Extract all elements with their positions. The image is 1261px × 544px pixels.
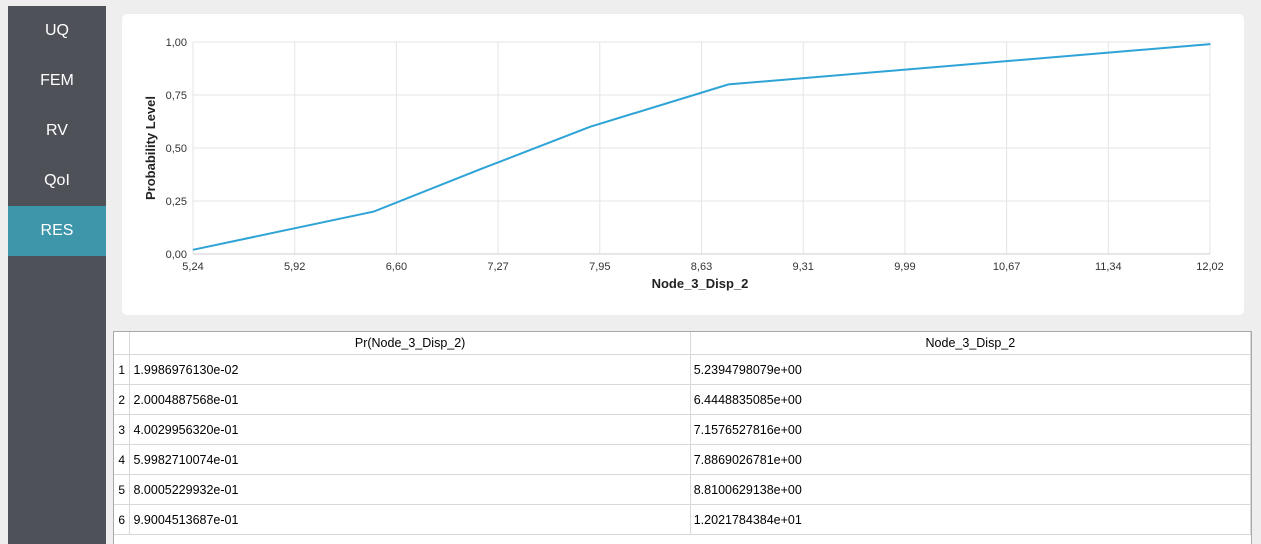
x-tick-labels: 5,24 5,92 6,60 7,27 7,95 8,63 9,31 9,99 10,67 11,…	[182, 261, 1223, 273]
table-row[interactable]: 1 1.9986976130e-02 5.2394798079e+00	[114, 354, 1251, 385]
table-row[interactable]: 2 2.0004887568e-01 6.4448835085e+00	[114, 384, 1251, 415]
sidebar-item-qoi[interactable]: QoI	[44, 172, 70, 189]
sidebar: UQ FEM RV QoI RES	[8, 6, 106, 544]
table-cell-displacement[interactable]: 8.8100629138e+00	[690, 474, 1251, 505]
sidebar-item-rv[interactable]: RV	[46, 122, 68, 139]
chart-panel: 0,00 0,25 0,50 0,75 1,00 5,24 5,92 6,60 7,27 7,9…	[122, 14, 1244, 315]
sidebar-item-uq[interactable]: UQ	[45, 22, 69, 39]
x-tick-label: 9,99	[894, 261, 915, 273]
table-cell-displacement[interactable]: 1.2021784384e+01	[690, 504, 1251, 535]
column-header-displacement[interactable]: Node_3_Disp_2	[690, 332, 1251, 355]
y-tick-label: 0,50	[166, 143, 187, 155]
row-number[interactable]: 4	[114, 444, 131, 475]
table-row[interactable]: 6 9.9004513687e-01 1.2021784384e+01	[114, 504, 1251, 535]
y-tick-label: 0,75	[166, 90, 187, 102]
table-row[interactable]: 3 4.0029956320e-01 7.1576527816e+00	[114, 414, 1251, 445]
x-tick-label: 11,34	[1095, 261, 1122, 273]
x-tick-label: 8,63	[691, 261, 712, 273]
table-cell-displacement[interactable]: 7.8869026781e+00	[690, 444, 1251, 475]
column-header-probability[interactable]: Pr(Node_3_Disp_2)	[129, 332, 691, 355]
table-row[interactable]: 5 8.0005229932e-01 8.8100629138e+00	[114, 474, 1251, 505]
table-cell-probability[interactable]: 5.9982710074e-01	[129, 444, 691, 475]
x-tick-label: 5,24	[182, 261, 203, 273]
table-cell-probability[interactable]: 8.0005229932e-01	[129, 474, 691, 505]
sidebar-item-fem[interactable]: FEM	[40, 72, 74, 89]
table-cell-probability[interactable]: 1.9986976130e-02	[129, 354, 691, 385]
y-tick-label: 0,00	[166, 249, 187, 261]
table-cell-probability[interactable]: 4.0029956320e-01	[129, 414, 691, 445]
x-tick-label: 7,95	[589, 261, 610, 273]
results-table[interactable]: Pr(Node_3_Disp_2) Node_3_Disp_2 1 1.99869…	[113, 331, 1252, 544]
table-corner	[114, 332, 131, 355]
x-tick-label: 7,27	[487, 261, 508, 273]
cdf-chart: 0,00 0,25 0,50 0,75 1,00 5,24 5,92 6,60 7,27 7,9…	[143, 37, 1224, 291]
row-number[interactable]: 1	[114, 354, 131, 385]
series-line	[192, 43, 1211, 251]
table-body: 1 1.9986976130e-02 5.2394798079e+00 2 2.0004…	[114, 354, 1251, 535]
table-row[interactable]: 4 5.9982710074e-01 7.8869026781e+00	[114, 444, 1251, 475]
table-cell-probability[interactable]: 2.0004887568e-01	[129, 384, 691, 415]
x-tick-label: 12,02	[1196, 261, 1224, 273]
chart-grid	[192, 41, 1211, 255]
table-cell-probability[interactable]: 9.9004513687e-01	[129, 504, 691, 535]
x-tick-label: 6,60	[386, 261, 407, 273]
table-cell-displacement[interactable]: 7.1576527816e+00	[690, 414, 1251, 445]
sidebar-item-res[interactable]: RES	[8, 206, 106, 256]
plot-area	[192, 43, 1211, 251]
x-tick-label: 5,92	[284, 261, 305, 273]
x-tick-label: 10,67	[993, 261, 1021, 273]
row-number[interactable]: 3	[114, 414, 131, 445]
row-number[interactable]: 5	[114, 474, 131, 505]
y-axis-label: Probability Level	[143, 96, 158, 200]
x-tick-label: 9,31	[792, 261, 813, 273]
row-number[interactable]: 6	[114, 504, 131, 535]
y-tick-labels: 0,00 0,25 0,50 0,75 1,00	[166, 37, 187, 261]
table-cell-displacement[interactable]: 6.4448835085e+00	[690, 384, 1251, 415]
x-axis-label: Node_3_Disp_2	[652, 276, 749, 291]
table-cell-displacement[interactable]: 5.2394798079e+00	[690, 354, 1251, 385]
y-tick-label: 1,00	[166, 37, 187, 49]
row-number[interactable]: 2	[114, 384, 131, 415]
y-tick-label: 0,25	[166, 196, 187, 208]
